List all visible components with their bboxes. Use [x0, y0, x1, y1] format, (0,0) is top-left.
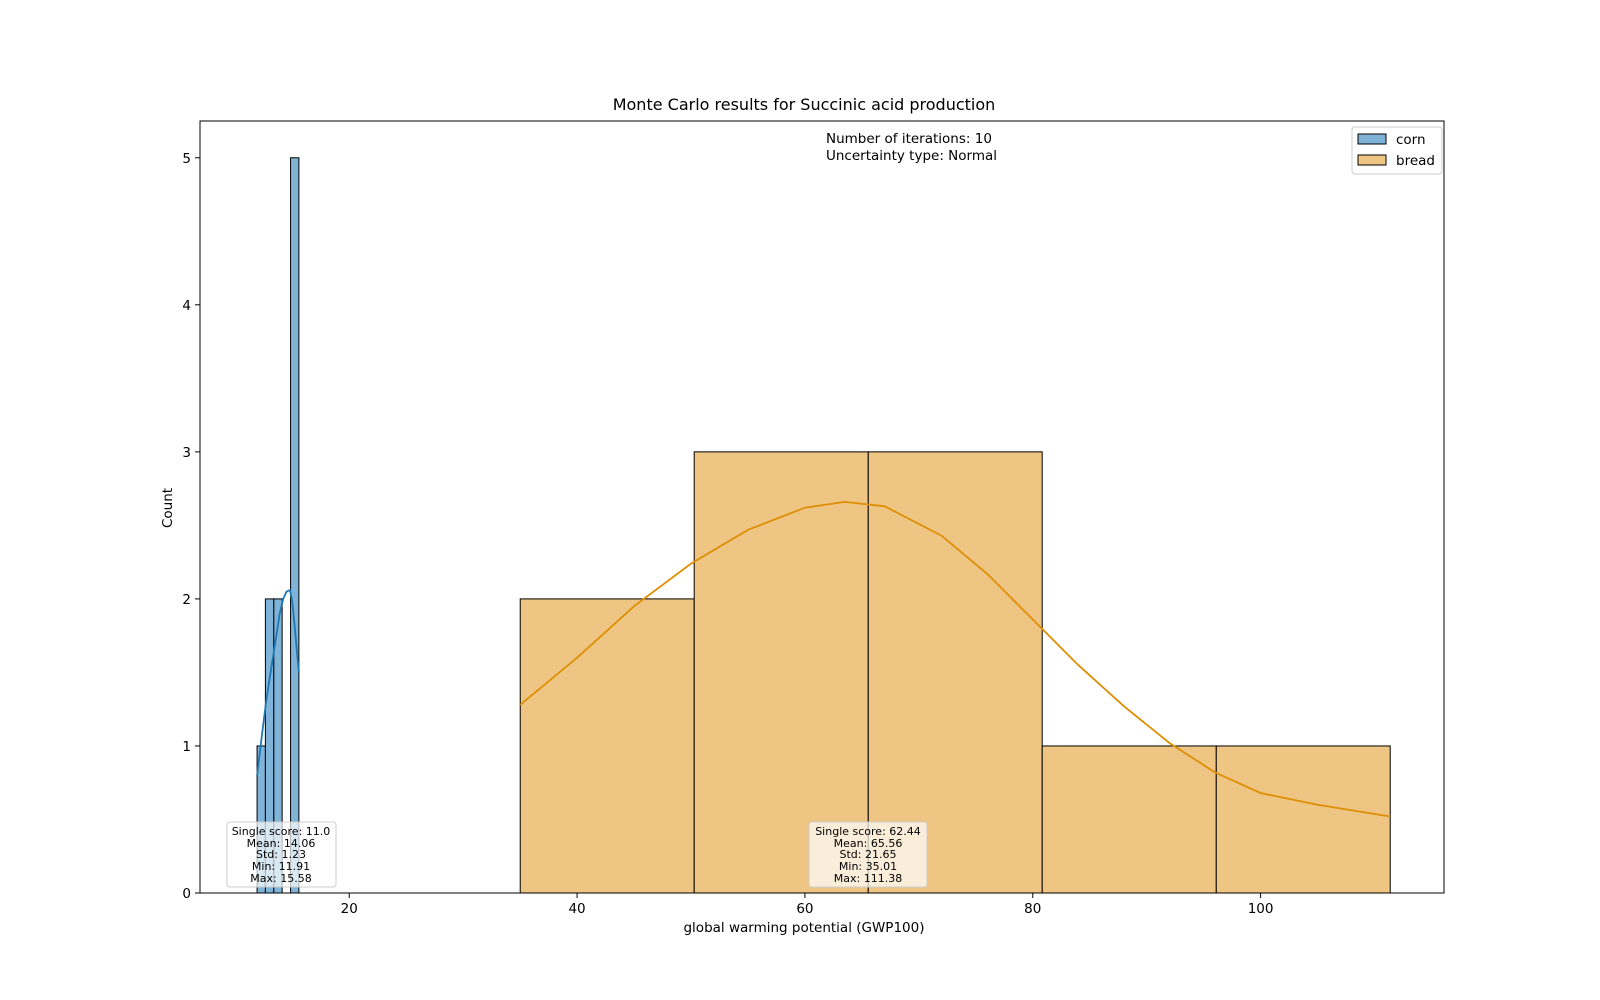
x-tick-label-80: 80: [1024, 901, 1041, 917]
bar-bread-0: [519, 598, 695, 894]
bar-bread-3: [1041, 745, 1217, 894]
x-tick-label-20: 20: [341, 901, 358, 917]
histogram-bars: [256, 157, 1391, 894]
bar-bread-4: [1215, 745, 1391, 894]
x-tick-label-60: 60: [796, 901, 813, 917]
kde-curves: [256, 500, 1391, 818]
x-tick-label-40: 40: [568, 901, 585, 917]
legend: corn bread: [1351, 126, 1443, 175]
y-tick-label-4: 4: [182, 298, 191, 314]
bar-bread-2: [867, 451, 1043, 894]
stats-corn-mean: Mean: 14.06: [247, 837, 316, 850]
stats-bread-min: Min: 35.01: [839, 860, 897, 873]
chart-title: Monte Carlo results for Succinic acid pr…: [613, 95, 996, 114]
kde-line-bread: [519, 500, 1391, 818]
legend-label-corn: corn: [1396, 132, 1426, 148]
kde-line-corn: [256, 588, 300, 776]
stats-box-bread: Single score: 62.44 Mean: 65.56 Std: 21.…: [808, 821, 928, 888]
legend-swatch-bread: [1357, 154, 1387, 166]
legend-label-bread: bread: [1396, 153, 1435, 169]
plot-area: 20 40 60 80 100 0 1 2 3 4 5: [182, 120, 1445, 917]
x-axis-label: global warming potential (GWP100): [683, 920, 924, 936]
stats-bread-std: Std: 21.65: [840, 848, 897, 861]
bar-bread-1: [693, 451, 869, 894]
y-tick-label-3: 3: [182, 445, 191, 461]
stats-box-corn: Single score: 11.0 Mean: 14.06 Std: 1.23…: [226, 821, 337, 888]
stats-corn-min: Min: 11.91: [252, 860, 310, 873]
x-tick-label-100: 100: [1248, 901, 1274, 917]
bar-corn-2: [273, 598, 283, 894]
x-axis-ticks: 20 40 60 80 100: [341, 893, 1274, 917]
stats-box-corn-frame: [226, 821, 337, 888]
y-tick-label-0: 0: [182, 886, 191, 902]
y-tick-label-1: 1: [182, 739, 191, 755]
stats-corn-max: Max: 15.58: [250, 872, 311, 885]
y-tick-label-2: 2: [182, 592, 191, 608]
stats-bread-max: Max: 111.38: [834, 872, 902, 885]
uncertainty-type-text: Uncertainty type: Normal: [826, 148, 997, 164]
stats-box-bread-frame: [808, 821, 928, 888]
stats-corn-std: Std: 1.23: [256, 848, 306, 861]
stats-bread-single-score: Single score: 62.44: [815, 825, 921, 838]
info-annotation: Number of iterations: 10 Uncertainty typ…: [826, 131, 997, 164]
y-axis-label: Count: [160, 488, 176, 528]
iterations-text: Number of iterations: 10: [826, 131, 992, 147]
bar-corn-4: [290, 157, 300, 894]
legend-swatch-corn: [1357, 133, 1387, 145]
stats-bread-mean: Mean: 65.56: [834, 837, 903, 850]
y-tick-label-5: 5: [182, 151, 191, 167]
y-axis-ticks: 0 1 2 3 4 5: [182, 151, 200, 902]
stats-corn-single-score: Single score: 11.0: [232, 825, 331, 838]
